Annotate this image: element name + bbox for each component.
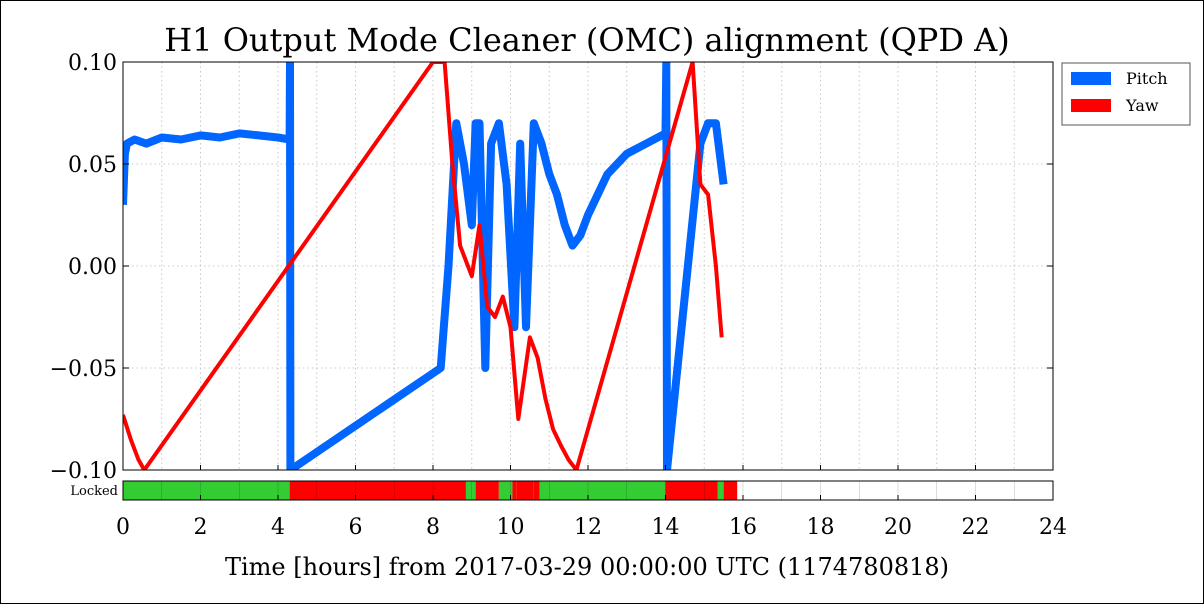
state-segment-locked [539,481,666,500]
x-tick-label: 22 [962,515,990,540]
y-tick-label: 0.05 [68,153,117,178]
state-segment-unlocked [516,481,534,500]
legend-label-pitch: Pitch [1126,69,1168,88]
state-segment-locked [717,481,724,500]
legend-label-yaw: Yaw [1125,96,1159,115]
x-tick-label: 0 [116,515,130,540]
x-tick-label: 10 [497,515,525,540]
state-segment-unlocked [665,481,718,500]
series-line-pitch [123,62,728,470]
y-tick-label: 0.00 [68,255,117,280]
state-segment-unlocked [512,481,517,500]
state-segment-locked [123,481,290,500]
legend: Pitch Yaw [1061,62,1191,126]
x-tick-label: 6 [349,515,363,540]
state-segment-locked [498,481,513,500]
x-tick-label: 20 [884,515,912,540]
chart-title: H1 Output Mode Cleaner (OMC) alignment (… [164,21,1010,59]
x-tick-label: 24 [1039,515,1067,540]
state-segment-locked [465,481,476,500]
y-tick-label: 0.10 [68,51,117,76]
plot-area: −0.10 −0.05 0.00 0.05 0.10 [50,51,1054,484]
state-segment-unlocked [723,481,738,500]
y-tick-label: −0.05 [50,357,117,382]
state-segment-unlocked [475,481,499,500]
x-tick-label: 8 [426,515,440,540]
state-bar: 0 2 4 6 8 10 12 14 16 18 20 22 24 [116,480,1067,540]
x-tick-label: 2 [194,515,208,540]
x-tick-label: 16 [729,515,757,540]
state-bar-label: Locked [70,484,118,499]
x-axis-label: Time [hours] from 2017-03-29 00:00:00 UT… [225,553,949,581]
legend-swatch-yaw [1071,99,1111,112]
state-segment-unlocked [289,481,466,500]
legend-swatch-pitch [1071,72,1111,85]
x-tick-label: 18 [807,515,835,540]
x-tick-label: 12 [574,515,602,540]
y-tick-label: −0.10 [50,459,117,484]
series-line-yaw [123,62,724,470]
x-tick-label: 14 [652,515,680,540]
x-tick-label: 4 [271,515,285,540]
state-segment-unlocked [533,481,540,500]
